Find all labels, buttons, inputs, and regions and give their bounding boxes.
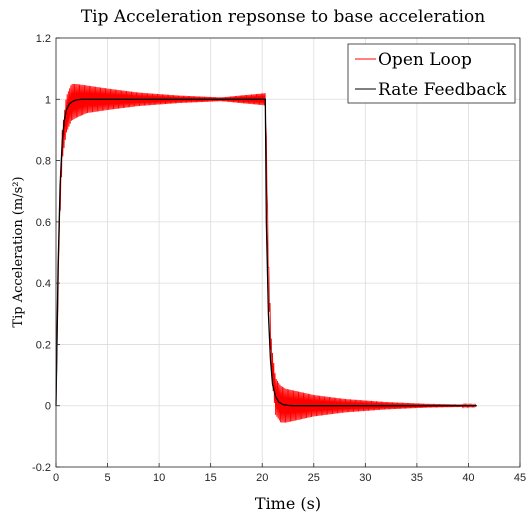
x-tick-label: 25 xyxy=(308,472,320,484)
x-tick-label: 35 xyxy=(411,472,423,484)
y-tick-label: 0.4 xyxy=(36,278,51,290)
series-layer xyxy=(55,83,477,423)
series-rate-feedback xyxy=(55,98,477,407)
y-tick-label: 0.6 xyxy=(36,217,51,229)
x-tick-label: 45 xyxy=(514,472,526,484)
y-tick-label: 1 xyxy=(45,94,51,106)
x-tick-label: 5 xyxy=(104,472,110,484)
ticks: 0 5 10 15 20 25 30 35 40 45-0.200.20.40.60.811.2 xyxy=(32,33,526,484)
y-tick-label: -0.2 xyxy=(32,462,51,474)
y-tick-label: 0.2 xyxy=(36,339,51,351)
x-tick-label: 40 xyxy=(462,472,474,484)
y-tick-label: 0.8 xyxy=(36,156,51,168)
legend-label-rate-feedback: Rate Feedback xyxy=(378,80,507,100)
plot-area xyxy=(56,38,520,467)
x-tick-label: 15 xyxy=(205,472,217,484)
chart-title: Tip Acceleration repsonse to base accele… xyxy=(81,7,485,27)
y-tick-label: 0 xyxy=(45,401,51,413)
x-tick-label: 20 xyxy=(256,472,268,484)
legend-label-open-loop: Open Loop xyxy=(378,50,472,70)
x-tick-label: 0 xyxy=(53,472,59,484)
x-axis-label: Time (s) xyxy=(255,494,321,513)
legend: Open Loop Rate Feedback xyxy=(347,43,516,104)
y-axis-label: Tip Acceleration (m/s²) xyxy=(11,176,26,327)
x-tick-label: 30 xyxy=(359,472,371,484)
x-tick-label: 10 xyxy=(153,472,165,484)
plot-frame xyxy=(55,37,521,468)
legend-box xyxy=(347,43,516,104)
y-tick-label: 1.2 xyxy=(36,33,51,45)
